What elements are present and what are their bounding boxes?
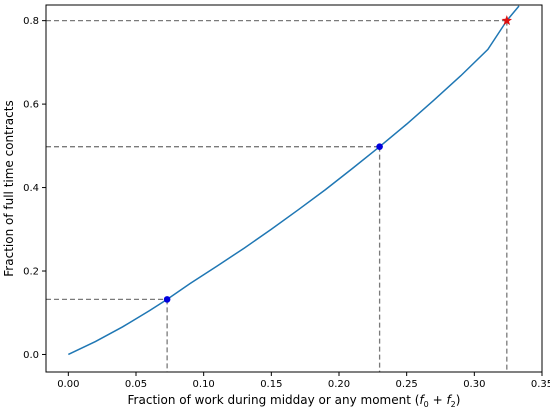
series-curve [68, 5, 520, 356]
y-tick-label-1: 0.2 [23, 267, 39, 278]
x-tick-label-4: 0.20 [328, 379, 350, 390]
x-tick-label-6: 0.30 [463, 379, 485, 390]
marker-star-2 [501, 15, 513, 26]
y-tick-label-0: 0.0 [23, 350, 39, 361]
y-axis-label: Fraction of full time contracts [2, 100, 16, 276]
x-axis: 0.00 0.05 0.10 0.15 0.20 0.25 0.30 0.35 [57, 372, 550, 390]
plot-area [46, 5, 520, 372]
x-tick-label-7: 0.35 [531, 379, 550, 390]
x-tick-label-0: 0.00 [57, 379, 79, 390]
y-axis: 0.0 0.2 0.4 0.6 0.8 [23, 16, 46, 361]
marker-point-0 [163, 296, 171, 303]
x-axis-label: Fraction of work during midday or any mo… [128, 393, 461, 409]
x-tick-label-2: 0.10 [193, 379, 215, 390]
y-tick-label-2: 0.4 [23, 183, 39, 194]
axes-frame [45, 4, 543, 373]
x-tick-label-3: 0.15 [260, 379, 282, 390]
y-tick-label-4: 0.8 [23, 16, 39, 27]
x-tick-label-1: 0.05 [125, 379, 147, 390]
y-tick-label-3: 0.6 [23, 100, 39, 111]
x-tick-label-5: 0.25 [396, 379, 418, 390]
marker-point-1 [376, 143, 383, 150]
